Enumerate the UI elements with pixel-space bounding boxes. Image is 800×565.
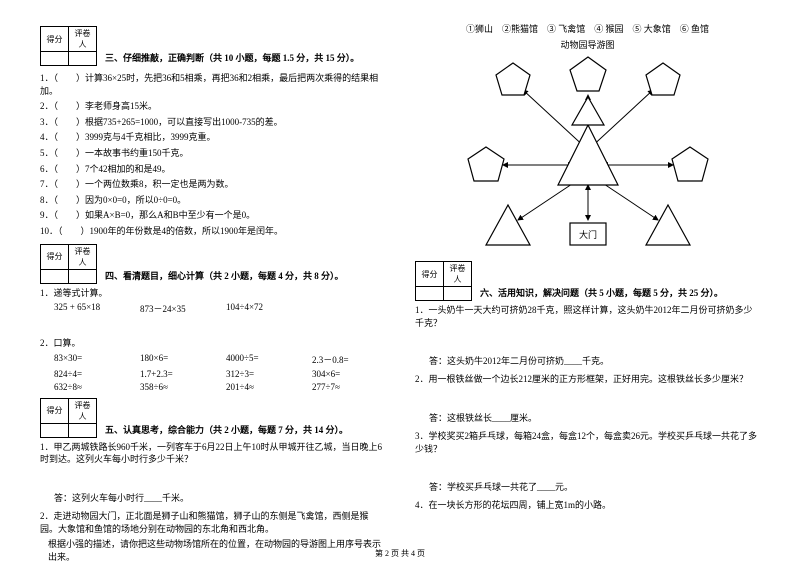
q6-1: 1．一头奶牛一天大约可挤奶28千克，照这样计算，这头奶牛2012年二月份可挤奶多… (415, 304, 760, 329)
q5-1: 1．甲乙两城铁路长960千米，一列客车于6月22日上午10时从甲城开往乙城，当日… (40, 441, 385, 466)
q6-2-answer: 答：这根铁丝长____厘米。 (429, 411, 760, 424)
gate-label: 大门 (578, 229, 596, 240)
section-6-title: 六、活用知识，解决问题（共 5 小题，每题 5 分，共 25 分）。 (472, 286, 723, 301)
q3-3: 3．（ ）根据735+265=1000，可以直接写出1000-735的差。 (40, 116, 385, 129)
section-4-sub2: 2．口算。 (40, 337, 385, 350)
q3-6: 6．（ ）7个42相加的和是49。 (40, 163, 385, 176)
mental-row-3: 632÷8≈ 358÷6≈ 201÷4≈ 277÷7≈ (54, 382, 385, 392)
q5-2a: 2．走进动物园大门，正北面是狮子山和熊猫馆，狮子山的东侧是飞禽馆，西侧是猴园。大… (40, 510, 385, 535)
q3-8: 8．（ ）因为0×0=0，所以0÷0=0。 (40, 194, 385, 207)
q6-3-answer: 答：学校买乒乓球一共花了____元。 (429, 480, 760, 493)
page-footer: 第 2 页 共 4 页 (0, 548, 800, 559)
score-table-3: 得分评卷人 (40, 26, 97, 66)
section-3-items: 1．（ ）计算36×25时，先把36和5相乘，再把36和2相乘，最后把两次乘得的… (40, 72, 385, 238)
q3-4: 4．（ ）3999克与4千克相比，3999克重。 (40, 131, 385, 144)
q3-1: 1．（ ）计算36×25时，先把36和5相乘，再把36和2相乘，最后把两次乘得的… (40, 72, 385, 97)
score-table-5: 得分评卷人 (40, 398, 97, 438)
q3-7: 7．（ ）一个两位数乘8，积一定也是两为数。 (40, 178, 385, 191)
q3-9: 9．（ ）如果A×B=0，那么A和B中至少有一个是0。 (40, 209, 385, 222)
calc-row: 325 + 65×18 873－24×35 104÷4×72 (54, 302, 385, 315)
grader-label: 评卷人 (69, 27, 97, 52)
q5-1-answer: 答：这列火车每小时行____千米。 (54, 491, 385, 504)
q3-10: 10．（ ）1900年的年份数是4的倍数，所以1900年是闰年。 (40, 225, 385, 238)
section-5-title: 五、认真思考，综合能力（共 2 小题，每题 7 分，共 14 分）。 (97, 423, 348, 438)
section-4-title: 四、看清题目，细心计算（共 2 小题，每题 4 分，共 8 分）。 (97, 269, 344, 284)
zoo-diagram: 大门 (458, 55, 718, 255)
section-4-sub1: 1．递等式计算。 (40, 287, 385, 300)
q6-1-answer: 答：这头奶牛2012年二月份可挤奶____千克。 (429, 354, 760, 367)
q6-3: 3．学校奖买2箱乒乓球，每箱24盒，每盒12个，每盒卖26元。学校买乒乓球一共花… (415, 430, 760, 455)
section-3-title: 三、仔细推敲，正确判断（共 10 小题，每题 1.5 分，共 15 分）。 (97, 51, 359, 66)
score-label: 得分 (41, 27, 69, 52)
q3-2: 2．（ ）李老师身高15米。 (40, 100, 385, 113)
diagram-caption: 动物园导游图 (415, 39, 760, 52)
q6-4: 4．在一块长方形的花坛四周，铺上宽1m的小路。 (415, 499, 760, 512)
q6-2: 2．用一根铁丝做一个边长212厘米的正方形框架，正好用完。这根铁丝长多少厘米？ (415, 373, 760, 386)
score-table-6: 得分评卷人 (415, 261, 472, 301)
left-column: 得分评卷人 三、仔细推敲，正确判断（共 10 小题，每题 1.5 分，共 15 … (40, 20, 385, 530)
legend-items: ①狮山 ②熊猫馆 ③ 飞禽馆 ④ 猴园 ⑤ 大象馆 ⑥ 鱼馆 (415, 23, 760, 36)
mental-row-2: 824÷4= 1.7+2.3= 312÷3= 304×6= (54, 369, 385, 379)
score-table-4: 得分评卷人 (40, 244, 97, 284)
mental-row-1: 83×30= 180×6= 4000÷5= 2.3－0.8= (54, 353, 385, 366)
right-column: ①狮山 ②熊猫馆 ③ 飞禽馆 ④ 猴园 ⑤ 大象馆 ⑥ 鱼馆 动物园导游图 (415, 20, 760, 530)
q3-5: 5．（ ）一本故事书约重150千克。 (40, 147, 385, 160)
